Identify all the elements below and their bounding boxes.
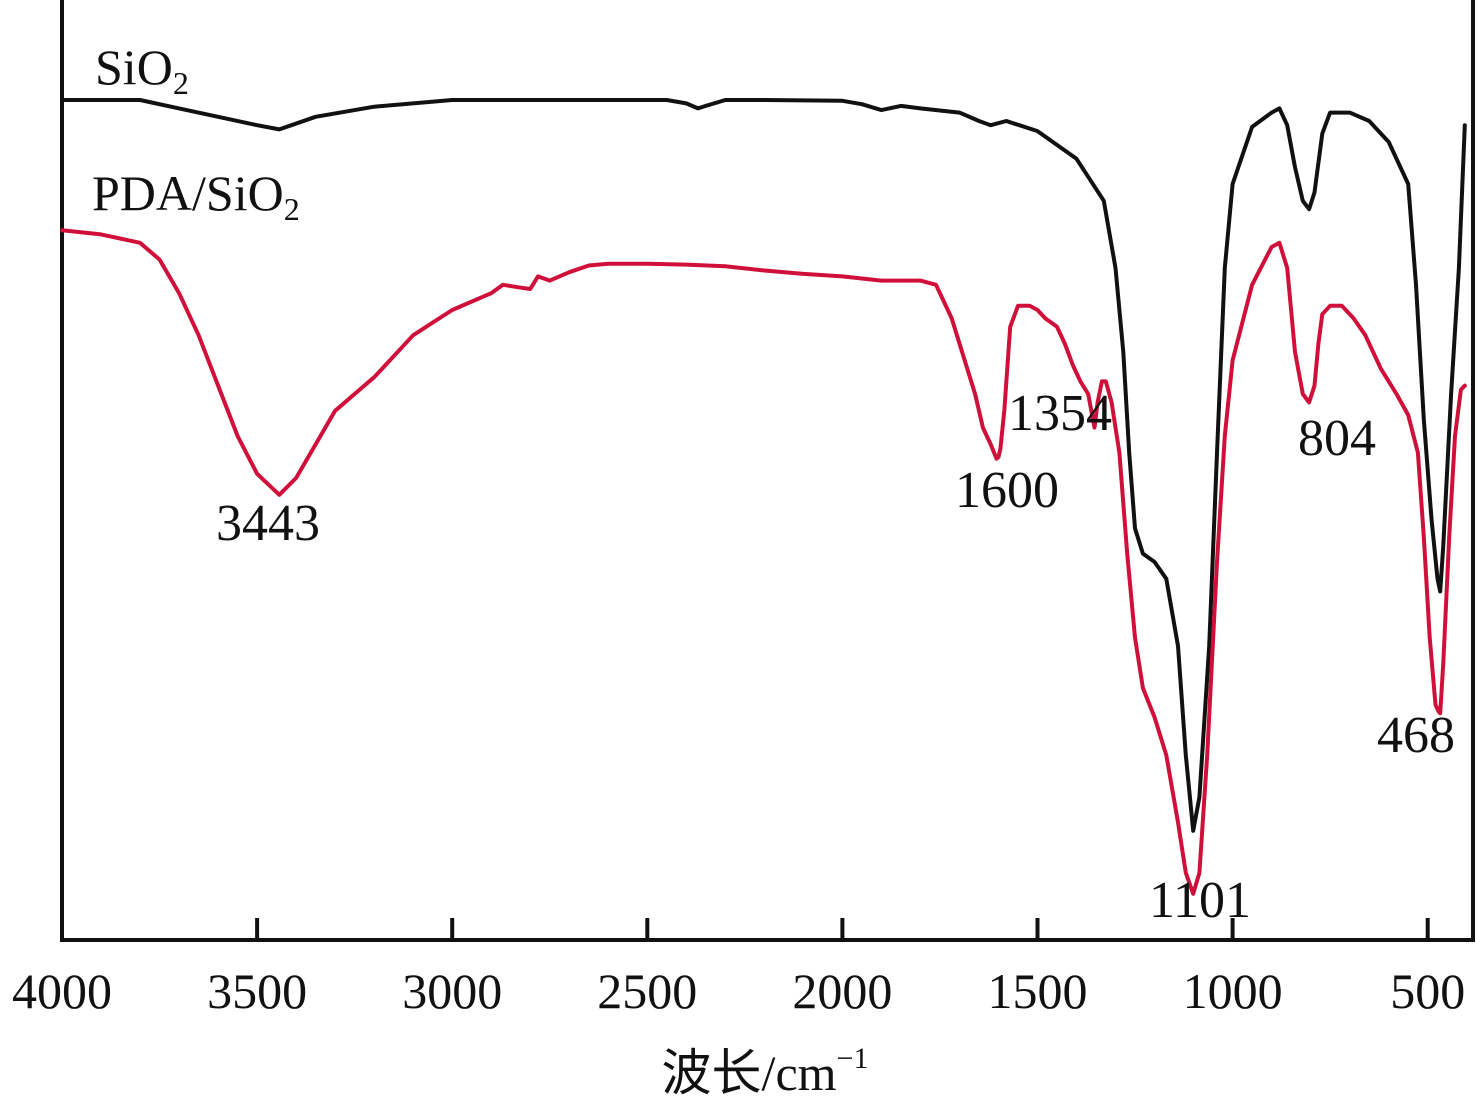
x-axis-ticks: 4000 3500 3000 2500 2000 1500 1000 500 [12,918,1465,1019]
peak-label-804: 804 [1298,410,1376,467]
x-tick-label: 2000 [792,963,892,1019]
x-tick-label: 3000 [402,963,502,1019]
x-tick-label: 3500 [207,963,307,1019]
x-tick-label: 1000 [1183,963,1283,1019]
x-tick-label: 4000 [12,963,112,1019]
x-tick-label: 1500 [988,963,1088,1019]
peak-label-468: 468 [1377,707,1455,764]
series-line-sio2 [60,98,1467,833]
series-label-sio2: SiO2 [95,39,189,101]
peak-label-3443: 3443 [216,495,320,552]
series-line-pda-sio2 [60,228,1467,896]
series-label-pda-sio2: PDA/SiO2 [92,165,300,227]
x-axis-title: 波长/cm−1 [662,1042,869,1100]
x-tick-label: 2500 [597,963,697,1019]
plot-frame [60,0,1475,942]
series-layer [60,98,1467,896]
peak-label-1600: 1600 [955,462,1059,519]
peak-label-1354: 1354 [1008,385,1112,442]
x-tick-label: 500 [1390,963,1465,1019]
peak-label-1101: 1101 [1149,872,1251,929]
